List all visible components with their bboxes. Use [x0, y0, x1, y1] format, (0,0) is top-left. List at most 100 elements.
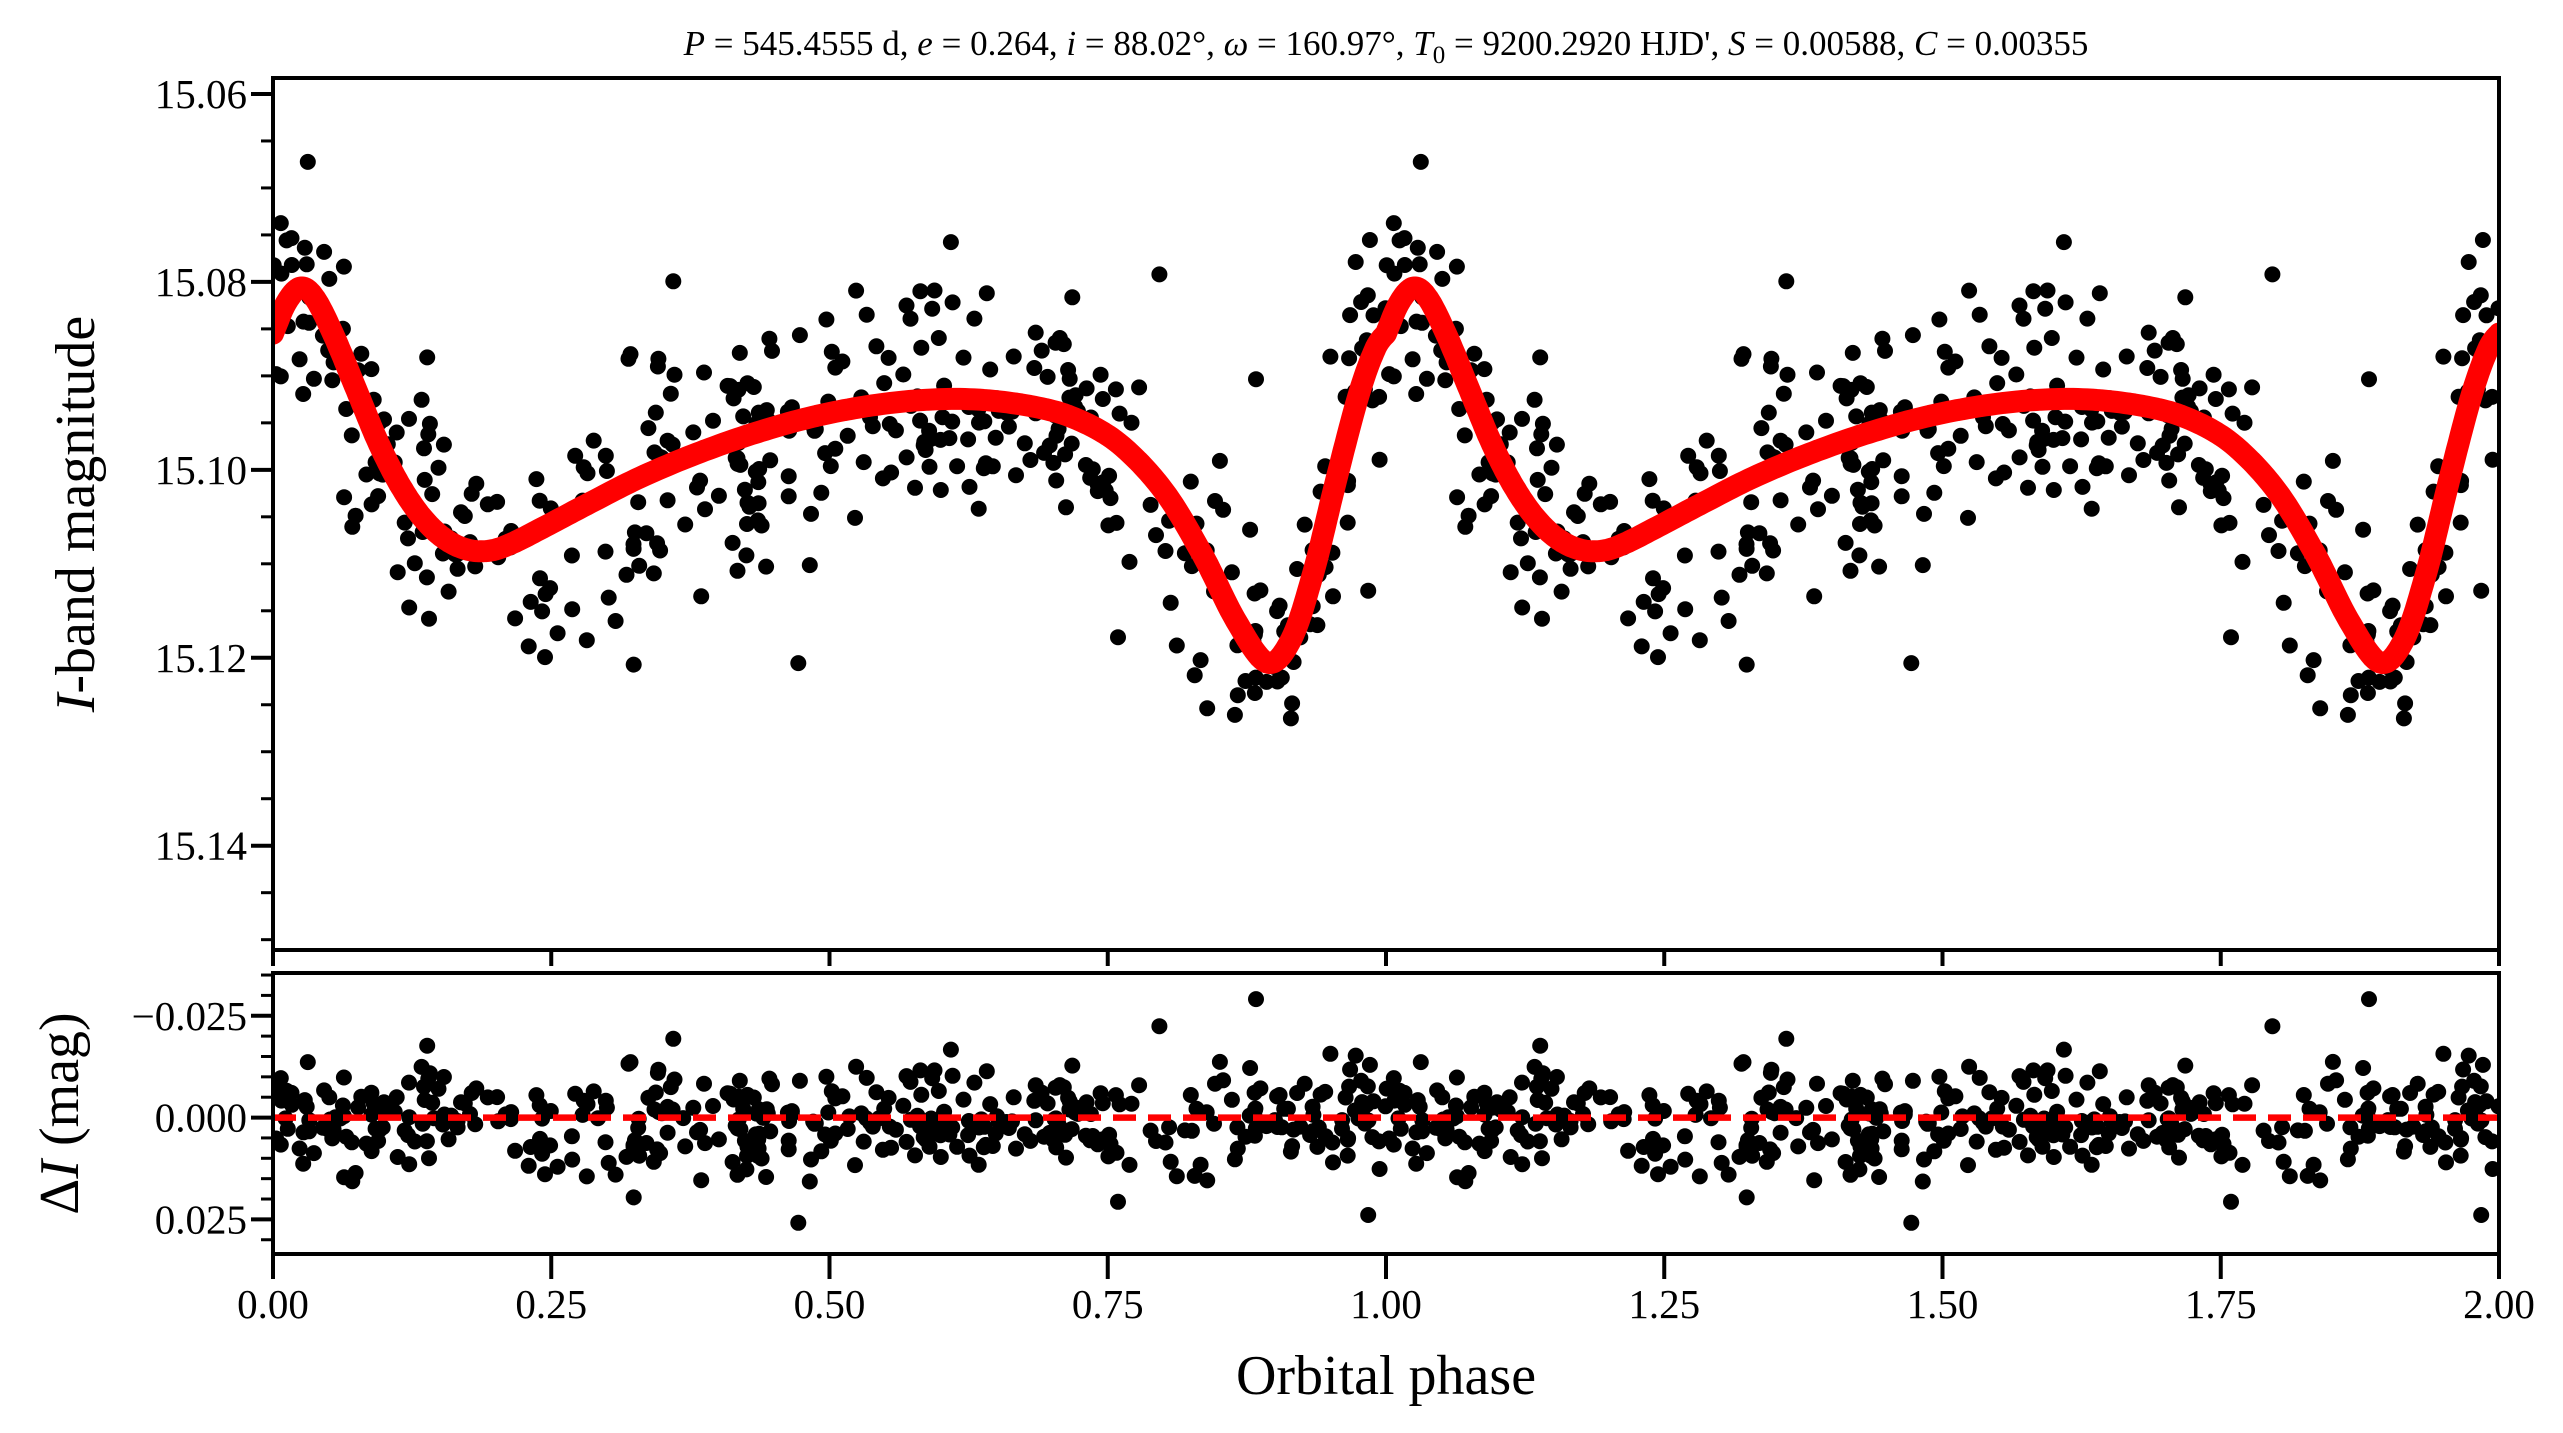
data-point — [1342, 307, 1359, 324]
data-point — [1940, 1125, 1957, 1142]
data-point — [645, 1153, 662, 1170]
data-point — [1476, 496, 1493, 513]
data-point — [1644, 1097, 1661, 1114]
data-point — [316, 243, 333, 260]
data-point — [338, 401, 355, 417]
data-point — [418, 569, 435, 586]
data-point — [1904, 327, 1921, 344]
data-point — [739, 375, 756, 392]
data-point — [1635, 593, 1652, 610]
data-point — [549, 625, 566, 642]
data-point — [932, 431, 949, 448]
data-point — [1772, 492, 1789, 509]
data-point — [1592, 1089, 1609, 1106]
data-point — [1952, 1121, 1969, 1137]
data-point — [1108, 514, 1125, 531]
data-point — [762, 452, 779, 469]
data-point — [1229, 687, 1246, 704]
data-point — [839, 1121, 856, 1137]
data-point — [549, 1158, 566, 1175]
data-point — [761, 330, 778, 347]
data-point — [1434, 270, 1451, 287]
data-point — [839, 427, 856, 444]
data-point — [1223, 1091, 1240, 1108]
data-point — [932, 1149, 949, 1165]
data-point — [620, 1055, 637, 1072]
data-point — [1710, 543, 1727, 560]
data-point — [1662, 1158, 1679, 1175]
data-point — [2355, 521, 2372, 538]
data-point — [2073, 431, 2090, 448]
data-point — [1111, 405, 1128, 422]
data-point — [1655, 580, 1672, 597]
data-point — [1514, 1109, 1531, 1126]
data-point — [2425, 1086, 2442, 1103]
data-point — [2146, 342, 2163, 359]
data-point — [970, 500, 987, 517]
data-point — [2365, 1080, 2382, 1097]
data-point — [1223, 564, 1240, 581]
data-point — [638, 525, 655, 542]
data-point — [750, 1140, 767, 1157]
data-point — [1471, 1135, 1488, 1152]
data-point — [1033, 342, 1050, 359]
data-point — [1710, 1134, 1727, 1151]
data-point — [507, 610, 524, 627]
data-point — [1620, 1142, 1637, 1159]
data-point — [1360, 582, 1377, 599]
data-point — [379, 1101, 396, 1118]
data-point — [1677, 1151, 1694, 1168]
data-point — [630, 494, 647, 511]
data-point — [396, 514, 413, 531]
data-point — [2121, 467, 2137, 484]
data-point — [2484, 451, 2499, 468]
data-point — [1284, 695, 1301, 712]
data-point — [324, 1130, 341, 1147]
data-point — [1456, 427, 1473, 444]
data-point — [847, 1157, 863, 1174]
data-point — [585, 432, 602, 449]
data-point — [675, 1110, 692, 1127]
data-point — [750, 495, 767, 512]
data-point — [1110, 629, 1126, 646]
data-point — [1188, 1100, 1205, 1117]
data-point — [930, 330, 947, 346]
data-point — [1851, 547, 1868, 564]
data-point — [401, 1156, 418, 1173]
data-point — [1823, 1131, 1840, 1148]
data-point — [1064, 1057, 1081, 1074]
data-point — [2460, 1047, 2477, 1064]
data-point — [1875, 1123, 1892, 1140]
data-point — [435, 1069, 452, 1085]
data-point — [2299, 1167, 2316, 1184]
data-point — [827, 440, 844, 457]
data-point — [1903, 655, 1920, 672]
data-point — [1501, 1089, 1518, 1106]
data-point — [984, 1138, 1001, 1154]
data-point — [1199, 700, 1216, 717]
data-point — [575, 1092, 592, 1109]
y-tick-label: 15.14 — [155, 823, 247, 869]
data-point — [1893, 488, 1910, 505]
data-point — [295, 1124, 312, 1141]
data-point — [735, 1100, 752, 1117]
data-point — [731, 344, 748, 361]
data-point — [2037, 300, 2054, 317]
data-point — [881, 1118, 898, 1135]
data-point — [1292, 1118, 1309, 1135]
data-point — [305, 370, 322, 387]
data-point — [961, 478, 978, 495]
data-point — [563, 547, 580, 564]
data-point — [1790, 1138, 1807, 1155]
data-point — [2015, 1073, 2032, 1090]
data-point — [719, 377, 736, 394]
data-point — [1562, 560, 1579, 577]
y-tick-label: −0.025 — [132, 993, 247, 1039]
y-axis-label-magnitude: I-band magnitude — [45, 316, 107, 714]
data-point — [2395, 1143, 2412, 1160]
data-point — [868, 1084, 885, 1101]
data-point — [1513, 530, 1529, 547]
data-point — [2435, 348, 2452, 365]
data-point — [780, 488, 797, 505]
data-point — [2025, 1062, 2042, 1079]
